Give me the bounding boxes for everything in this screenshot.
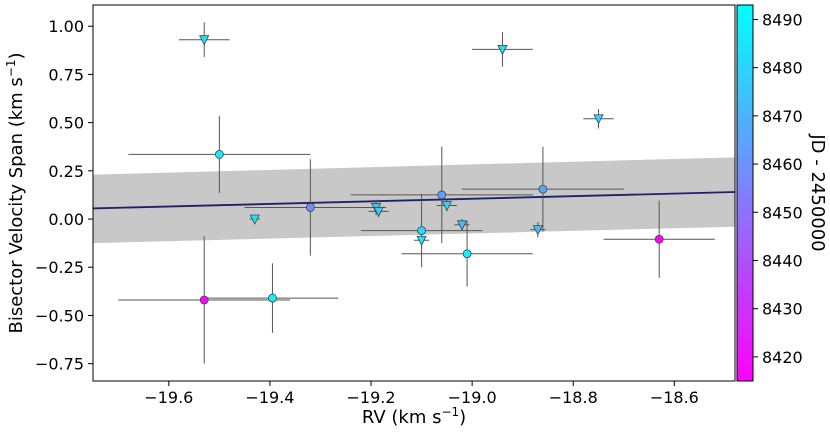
y-tick-label: −0.75 <box>35 355 84 374</box>
x-tick-label: −19.4 <box>245 388 294 407</box>
y-tick-label: 0.50 <box>48 114 84 133</box>
colorbar-tick-label: 8490 <box>762 10 803 29</box>
y-tick-label: 0.00 <box>48 210 84 229</box>
x-tick-label: −18.6 <box>650 388 699 407</box>
x-tick-label: −18.8 <box>549 388 598 407</box>
colorbar-tick-label: 8470 <box>762 107 803 126</box>
data-point-triangle <box>497 44 508 56</box>
colorbar-label: JD - 2450000 <box>807 133 828 251</box>
colorbar-tick-label: 8440 <box>762 251 803 270</box>
y-axis: 1.00 0.75 0.50 0.25 0.00 −0.25 −0.50 −0.75 <box>35 17 93 374</box>
x-axis-label-superscript: −1 <box>441 405 459 419</box>
data-point-circle <box>437 190 447 200</box>
colorbar-tick-label: 8420 <box>762 348 803 367</box>
colorbar: 8420 8430 8440 8450 8460 8470 8480 8490 JD - 24… <box>736 4 828 382</box>
x-tick-label: −19.6 <box>144 388 193 407</box>
colorbar-tick-label: 8450 <box>762 203 803 222</box>
y-tick-label: 0.25 <box>48 162 84 181</box>
data-point-triangle <box>249 214 260 225</box>
data-point-triangle <box>373 206 384 218</box>
fit-line <box>93 191 735 210</box>
y-tick-label: 1.00 <box>48 17 84 36</box>
colorbar-tick-label: 8460 <box>762 155 803 174</box>
x-tick-label: −19.0 <box>448 388 497 407</box>
data-point-triangle <box>199 35 210 46</box>
data-point-triangle <box>532 225 543 236</box>
y-tick-label: −0.25 <box>35 258 84 277</box>
data-point-triangle <box>416 235 427 247</box>
data-point-circle <box>417 226 426 236</box>
x-tick-label: −19.2 <box>347 388 396 407</box>
y-axis-label: Bisector Velocity Span (km s−1) <box>4 52 27 333</box>
data-point-triangle <box>456 220 468 231</box>
data-point-circle <box>462 249 472 259</box>
data-point-triangle <box>441 201 453 212</box>
plot-frame <box>92 4 736 382</box>
data-point-circle <box>305 203 315 212</box>
data-point-circle <box>654 234 664 244</box>
plot-area <box>92 4 736 382</box>
colorbar-gradient <box>736 4 754 382</box>
x-axis: −19.6 −19.4 −19.2 −19.0 −18.8 −18.6 <box>144 381 699 407</box>
y-axis-label-superscript: −1 <box>4 60 18 78</box>
data-point-circle <box>268 293 277 303</box>
y-tick-label: −0.50 <box>35 306 84 325</box>
colorbar-tick-label: 8430 <box>762 300 803 319</box>
data-point-circle <box>538 184 548 194</box>
x-axis-label: RV (km s−1) <box>362 405 466 428</box>
colorbar-tick-label: 8480 <box>762 59 803 78</box>
data-point-circle <box>214 150 224 159</box>
data-point-triangle <box>593 114 604 125</box>
y-tick-label: 0.75 <box>48 65 84 84</box>
data-point-circle <box>199 295 209 305</box>
